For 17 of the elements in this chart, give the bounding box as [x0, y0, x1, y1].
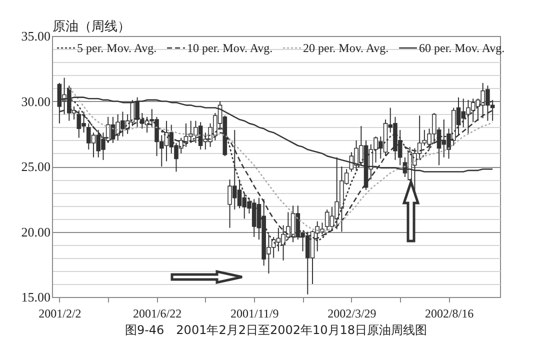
legend-label: 5 per. Mov. Avg. [77, 41, 157, 55]
legend-label: 20 per. Mov. Avg. [303, 41, 389, 55]
legend-label: 60 per. Mov. Avg. [419, 41, 505, 55]
x-tick-label: 2001/2/2 [38, 306, 82, 320]
y-tick-label: 15.00 [21, 290, 50, 304]
x-tick-label: 2002/8/16 [424, 306, 474, 320]
y-axis-title: 原油（周线） [52, 20, 130, 34]
x-tick-label: 2001/6/22 [132, 306, 182, 320]
line-series [68, 88, 494, 232]
y-tick-label: 20.00 [21, 224, 50, 240]
x-tick-label: 2001/11/9 [230, 306, 279, 320]
y-tick-label: 25.00 [21, 159, 50, 174]
x-tick-label: 2002/3/29 [328, 306, 376, 320]
y-tick-label: 35.00 [21, 28, 50, 44]
text: 图9-46 2001年2月2日至2002年10月18日原油周线图 [124, 323, 428, 337]
y-tick-label: 30.00 [21, 94, 50, 109]
legend-label: 10 per. Mov. Avg. [187, 41, 273, 55]
